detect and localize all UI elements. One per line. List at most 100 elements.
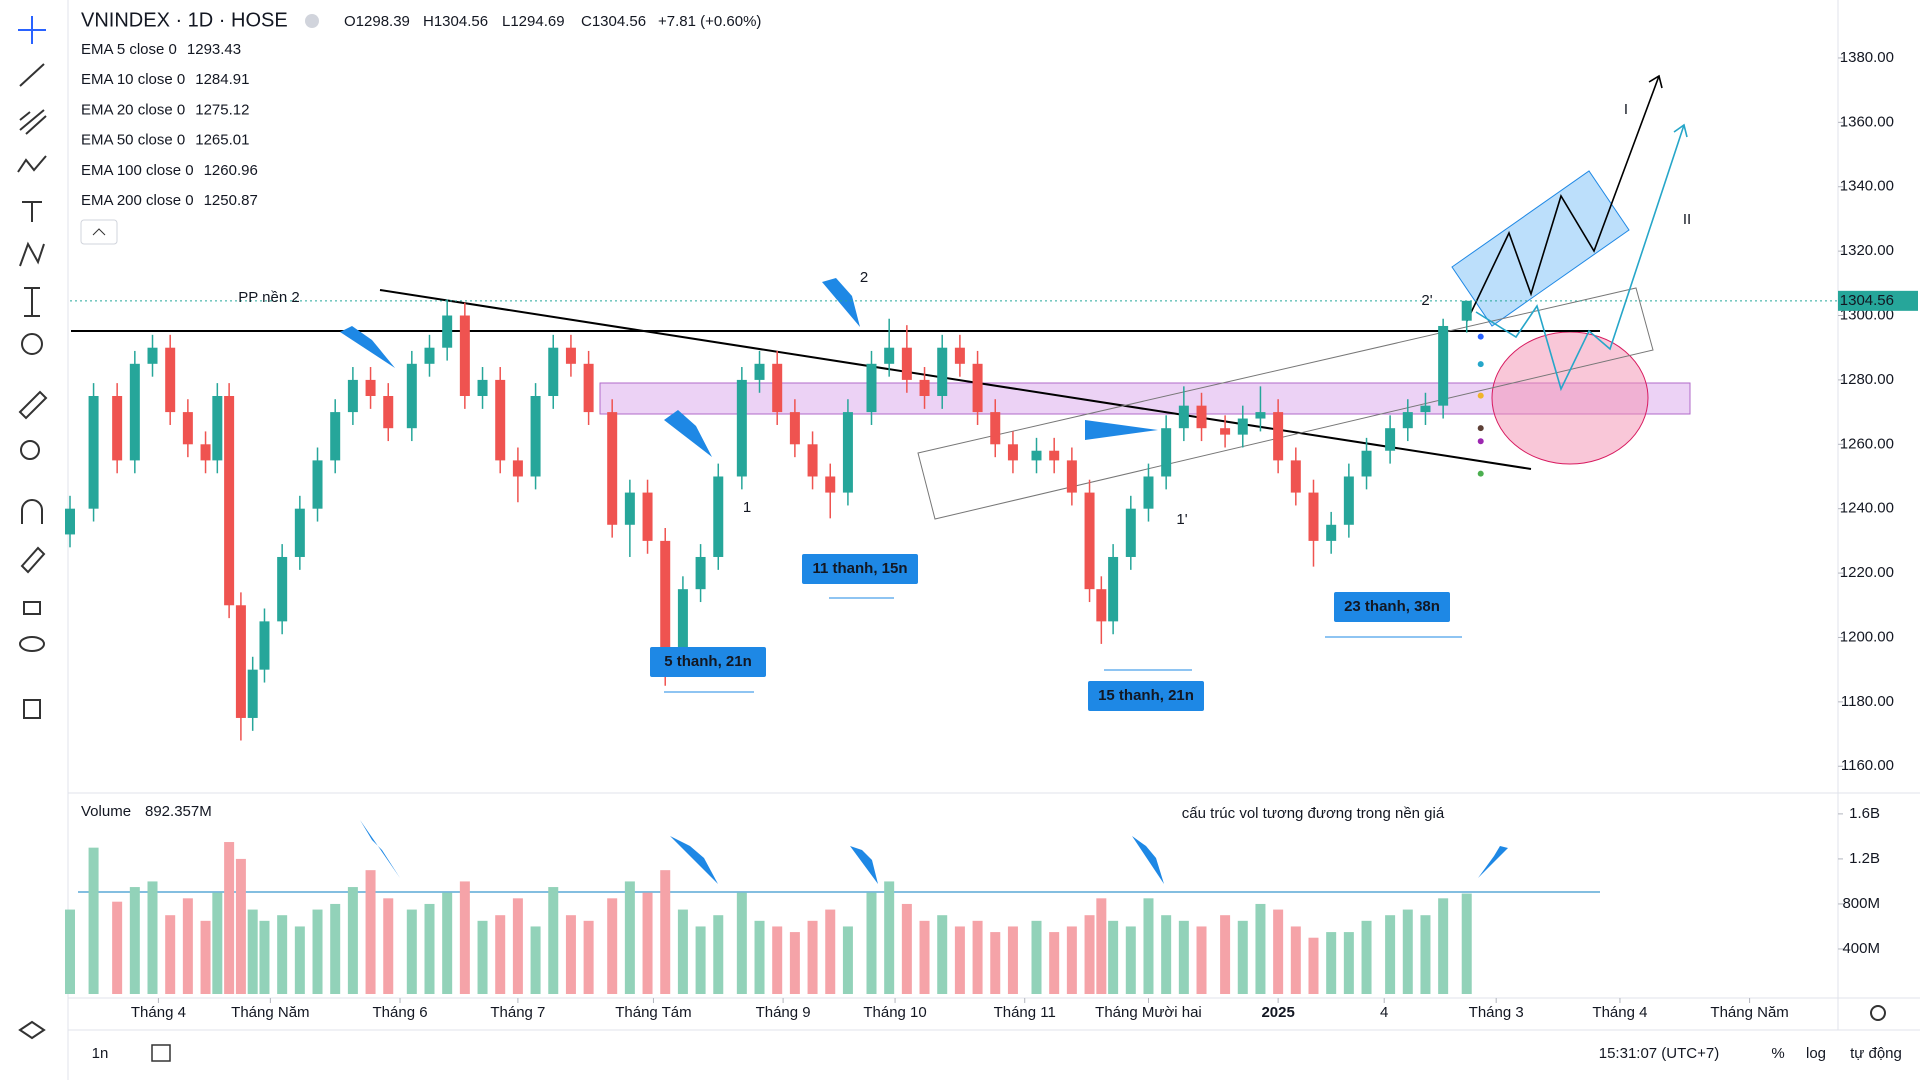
projection-tool[interactable]	[19, 241, 45, 267]
indicator-marker	[1477, 392, 1484, 399]
ohlc-close: C1304.56	[581, 13, 646, 30]
y-tick-label: 1320.00	[1840, 242, 1894, 259]
magnet-tool[interactable]	[21, 499, 43, 524]
x-tick-label: Tháng 10	[863, 1004, 926, 1021]
candle-body	[660, 540, 671, 654]
lock-draw-tool[interactable]	[20, 546, 46, 574]
fib-tool[interactable]	[19, 109, 47, 135]
candle-body	[235, 605, 246, 718]
volume-bar	[1461, 893, 1472, 994]
annotation: 23 thanh, 38n	[1344, 598, 1440, 615]
candle-body	[1326, 524, 1337, 541]
volume-bar	[954, 926, 965, 994]
ruler-tool[interactable]	[18, 390, 48, 420]
wave-i-path	[1466, 75, 1660, 322]
candle-body	[642, 492, 653, 541]
y-tick-label: 1360.00	[1840, 113, 1894, 130]
volume-bar	[88, 847, 99, 994]
lock-tool[interactable]	[23, 601, 41, 615]
candle-body	[754, 363, 765, 380]
volume-bar	[224, 842, 235, 994]
volume-bar	[1420, 915, 1431, 994]
candle-body	[1308, 492, 1319, 541]
ohlc-open: O1298.39	[344, 13, 410, 30]
candle-body	[807, 444, 818, 477]
collapse-button[interactable]	[80, 219, 118, 245]
zoom-tool[interactable]	[20, 440, 40, 460]
ohlc-high: H1304.56	[423, 13, 488, 30]
volume-bar	[347, 887, 358, 994]
ohlc-change: +7.81 (+0.60%)	[658, 13, 761, 30]
volume-bar	[406, 909, 417, 994]
candle-body	[294, 508, 305, 557]
candle-body	[129, 363, 140, 461]
volume-bar	[1237, 920, 1248, 994]
candle-body	[1049, 450, 1060, 461]
volume-bar	[512, 898, 523, 994]
trendline-tool[interactable]	[19, 63, 45, 87]
emoji-tool[interactable]	[21, 333, 43, 355]
candle-body	[88, 396, 99, 509]
volume-bar	[530, 926, 541, 994]
candle-body	[1343, 476, 1354, 525]
volume-bar	[972, 920, 983, 994]
settings-icon[interactable]	[1870, 1005, 1886, 1021]
indicator-name: EMA 20 close 0	[81, 101, 185, 118]
auto-toggle[interactable]: tự động	[1850, 1045, 1902, 1062]
volume-bar	[825, 909, 836, 994]
indicator-value: 1293.43	[187, 41, 241, 58]
candle-body	[1402, 412, 1413, 429]
projection-box	[1451, 170, 1630, 327]
pointer-arrow	[664, 410, 712, 457]
date-range-icon[interactable]	[151, 1044, 171, 1062]
volume-value: 892.357M	[145, 803, 212, 820]
candle-body	[459, 315, 470, 396]
layers-tool[interactable]	[18, 1020, 46, 1040]
measure-tool[interactable]	[24, 287, 40, 317]
indicator-marker	[1477, 425, 1484, 432]
candle-body	[1255, 412, 1266, 419]
log-toggle[interactable]: log	[1806, 1045, 1826, 1062]
percent-toggle[interactable]: %	[1771, 1045, 1784, 1062]
candle-body	[406, 363, 417, 429]
x-tick-label: Tháng 9	[756, 1004, 811, 1021]
volume-bar	[1066, 926, 1077, 994]
volume-bar	[1326, 932, 1337, 994]
hide-tool[interactable]	[19, 636, 45, 652]
candle-body	[1084, 492, 1095, 590]
text-tool[interactable]	[22, 201, 42, 222]
pattern-tool[interactable]	[17, 155, 47, 173]
arrow-head	[1648, 74, 1663, 89]
volume-bar	[247, 909, 258, 994]
volume-bar	[695, 926, 706, 994]
volume-bar	[548, 887, 559, 994]
indicator-marker	[1477, 333, 1484, 340]
volume-bar	[65, 909, 75, 994]
indicator-value: 1265.01	[195, 132, 249, 149]
clock: 15:31:07 (UTC+7)	[1599, 1045, 1719, 1062]
candle-body	[565, 347, 576, 364]
volume-bar	[736, 892, 747, 994]
volume-tick-label: 400M	[1842, 940, 1880, 957]
volume-bar	[112, 901, 123, 994]
x-tick-label: Tháng 3	[1469, 1004, 1524, 1021]
volume-bar	[1084, 915, 1095, 994]
volume-bar	[1255, 903, 1266, 994]
interval[interactable]: 1n	[92, 1045, 109, 1062]
annotation-box	[1334, 592, 1450, 622]
candle-body	[312, 460, 323, 509]
volume-bar	[294, 926, 305, 994]
candle-body	[624, 492, 635, 525]
annotation: PP nền 2	[238, 289, 299, 306]
crosshair-tool[interactable]	[18, 16, 46, 44]
indicator-name: EMA 100 close 0	[81, 162, 194, 179]
indicator-marker	[1477, 361, 1484, 368]
volume-bar	[842, 926, 853, 994]
candle-body	[65, 508, 75, 535]
x-tick-label: Tháng 4	[1592, 1004, 1647, 1021]
indicator-name: EMA 200 close 0	[81, 192, 194, 209]
candle-body	[330, 412, 341, 461]
delete-tool[interactable]	[23, 699, 41, 719]
